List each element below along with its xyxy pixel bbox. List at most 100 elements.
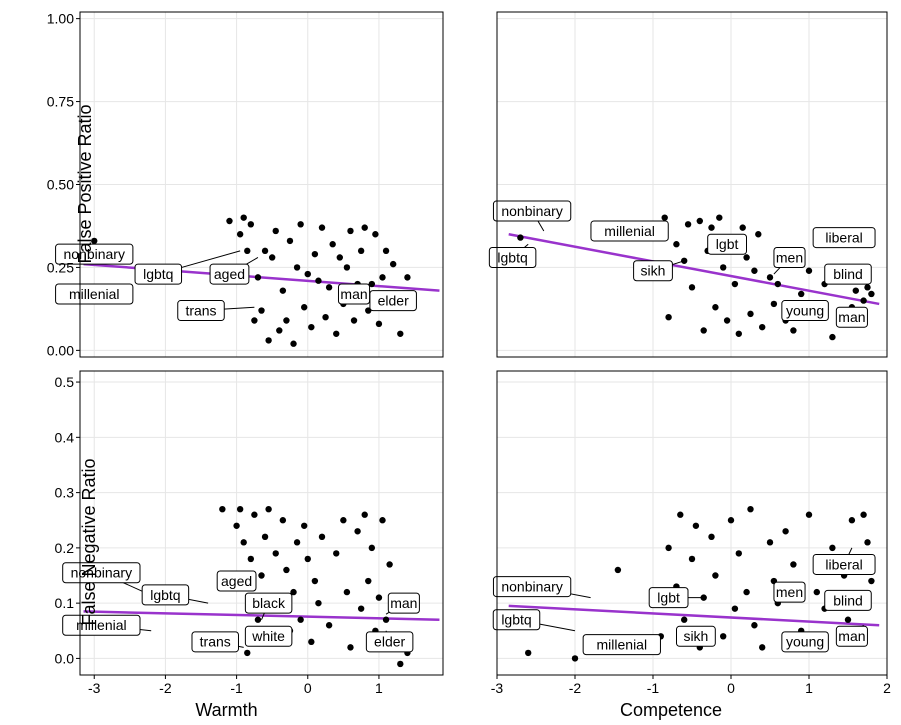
data-point	[673, 241, 679, 247]
data-point	[681, 258, 687, 264]
data-point	[248, 221, 254, 227]
xlabel-bottom-left: Warmth	[195, 700, 257, 721]
data-point	[308, 324, 314, 330]
data-point	[716, 214, 722, 220]
xtick-label: -1	[647, 680, 660, 696]
panel-svg: nonbinarymilleniallgbtqsikhlgbtmenlibera…	[449, 4, 893, 363]
annotation-text: man	[838, 309, 865, 325]
xtick-label: 0	[727, 680, 735, 696]
data-point	[244, 248, 250, 254]
annotation-text: men	[776, 584, 803, 600]
data-point	[790, 561, 796, 567]
data-point	[280, 287, 286, 293]
data-point	[251, 512, 257, 518]
panel-bottom-right: nonbinarylgbtlgbtqmillenialsikhmenlibera…	[449, 363, 893, 721]
xtick-label: 1	[805, 680, 813, 696]
data-point	[319, 534, 325, 540]
data-point	[860, 297, 866, 303]
annotation-text: sikh	[641, 263, 666, 279]
data-point	[362, 512, 368, 518]
data-point	[782, 528, 788, 534]
data-point	[615, 567, 621, 573]
annotation-text: liberal	[825, 556, 862, 572]
data-point	[720, 633, 726, 639]
data-point	[829, 545, 835, 551]
annotation-text: millenial	[604, 223, 655, 239]
annotation-text: elder	[374, 634, 405, 650]
data-point	[226, 218, 232, 224]
data-point	[728, 517, 734, 523]
data-point	[333, 550, 339, 556]
data-point	[329, 241, 335, 247]
data-point	[273, 228, 279, 234]
data-point	[724, 317, 730, 323]
data-point	[868, 578, 874, 584]
data-point	[337, 254, 343, 260]
data-point	[383, 617, 389, 623]
panel-svg: nonbinarylgbtlgbtqmillenialsikhmenlibera…	[449, 363, 893, 721]
data-point	[262, 534, 268, 540]
data-point	[390, 261, 396, 267]
data-point	[759, 324, 765, 330]
panel-svg: nonbinarylgbtqagedblackmillenialtranswhi…	[4, 363, 449, 721]
data-point	[365, 578, 371, 584]
data-point	[255, 274, 261, 280]
data-point	[525, 650, 531, 656]
data-point	[237, 231, 243, 237]
data-point	[333, 331, 339, 337]
data-point	[712, 304, 718, 310]
xtick-label: -1	[230, 680, 243, 696]
data-point	[237, 506, 243, 512]
data-point	[732, 281, 738, 287]
xtick-label: -3	[88, 680, 101, 696]
data-point	[347, 228, 353, 234]
annotation-text: aged	[221, 573, 252, 589]
xtick-label: -3	[491, 680, 504, 696]
data-point	[572, 655, 578, 661]
data-point	[301, 304, 307, 310]
data-point	[283, 567, 289, 573]
data-point	[404, 274, 410, 280]
ytick-label: 0.25	[47, 259, 74, 275]
annotation-text: aged	[214, 266, 245, 282]
data-point	[241, 539, 247, 545]
data-point	[276, 327, 282, 333]
data-point	[383, 248, 389, 254]
ytick-label: 0.4	[55, 429, 75, 445]
data-point	[814, 589, 820, 595]
data-point	[790, 327, 796, 333]
annotation-text: elder	[378, 293, 409, 309]
data-point	[767, 539, 773, 545]
xtick-label: 2	[883, 680, 891, 696]
data-point	[845, 617, 851, 623]
data-point	[736, 331, 742, 337]
data-point	[747, 311, 753, 317]
data-point	[294, 539, 300, 545]
data-point	[386, 561, 392, 567]
data-point	[351, 317, 357, 323]
figure-grid: nonbinarylgbtqagedmillenialtransmanelder…	[0, 0, 901, 725]
ytick-label: 0.5	[55, 374, 75, 390]
annotation-text: millenial	[597, 637, 648, 653]
annotation-text: black	[252, 595, 286, 611]
panel-bottom-left: nonbinarylgbtqagedblackmillenialtranswhi…	[4, 363, 449, 721]
annotation-text: nonbinary	[501, 203, 563, 219]
data-point	[244, 650, 250, 656]
data-point	[287, 238, 293, 244]
xtick-label: 0	[304, 680, 312, 696]
ytick-label: 0.3	[55, 485, 75, 501]
annotation-text: blind	[833, 266, 863, 282]
annotation-text: lgbtq	[497, 249, 527, 265]
ytick-label: 0.1	[55, 595, 75, 611]
data-point	[344, 264, 350, 270]
annotation-text: lgbt	[716, 236, 739, 252]
xlabel-bottom-right: Competence	[620, 700, 722, 721]
data-point	[376, 594, 382, 600]
data-point	[732, 605, 738, 611]
data-point	[358, 248, 364, 254]
data-point	[864, 284, 870, 290]
data-point	[708, 534, 714, 540]
annotation-text: man	[340, 286, 367, 302]
data-point	[759, 644, 765, 650]
data-point	[751, 622, 757, 628]
